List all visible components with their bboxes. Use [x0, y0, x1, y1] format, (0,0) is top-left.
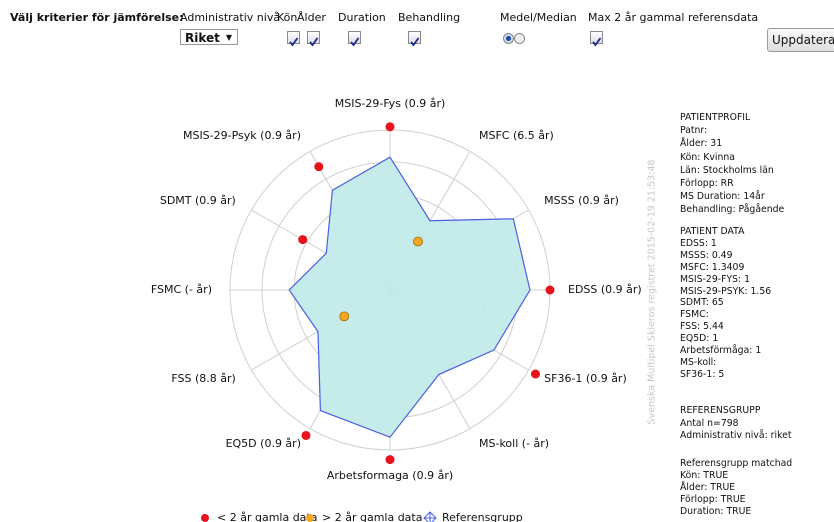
panel-line: Administrativ nivå: riket: [680, 430, 792, 441]
check: [309, 37, 319, 47]
panel-line: FSS: 5.44: [680, 321, 724, 333]
check: [350, 37, 360, 47]
axis-label: MSIS-29-Psyk (0.9 år): [183, 129, 301, 142]
filter-checkbox[interactable]: [348, 31, 361, 47]
data-point: [339, 311, 350, 322]
max-checkbox[interactable]: [590, 31, 603, 47]
filter-checkbox[interactable]: [287, 31, 300, 47]
check: [289, 37, 299, 47]
panel-line: SF36-1: 5: [680, 368, 725, 380]
panel-line: Ålder: 31: [680, 138, 723, 150]
check: [592, 37, 602, 47]
filter-label: Duration: [338, 11, 386, 24]
legend-label: > 2 år gamla data: [322, 511, 422, 522]
max-label: Max 2 år gammal referensdata: [588, 11, 759, 24]
axis-label: EDSS (0.9 år): [568, 283, 642, 296]
panel-line: Behandling: Pågående: [680, 204, 785, 216]
panel-line: Duration: TRUE: [680, 506, 752, 517]
data-point: [413, 236, 423, 247]
panel-line: MS Duration: 14år: [680, 191, 765, 203]
axis-label: Arbetsformaga (0.9 år): [327, 469, 453, 482]
panel-line: FSMC:: [680, 309, 709, 321]
check: [410, 37, 420, 47]
panel-line: SDMT: 65: [680, 297, 724, 309]
filter-checkbox[interactable]: [307, 31, 320, 47]
data-point: [314, 162, 324, 172]
panel-line: EDSS: 1: [680, 237, 717, 249]
prompt: Välj kriterier för jämförelse:: [10, 11, 184, 24]
panel-line: Kön: Kvinna: [680, 151, 735, 163]
panel-line: Referensgrupp matchad: [680, 458, 793, 469]
axis-label: EQ5D (0.9 år): [226, 437, 301, 450]
panel-line: EQ5D: 1: [680, 333, 719, 345]
panel-line: Patnr:: [680, 125, 708, 137]
filter-label: Ålder: [297, 11, 326, 24]
data-point: [530, 369, 540, 379]
panel-line: Förlopp: RR: [680, 178, 734, 189]
select-arrow: ▼: [225, 33, 232, 42]
axis-label: MSFC (6.5 år): [479, 129, 554, 142]
panel-line: MSIS-29-PSYK: 1.56: [680, 285, 772, 297]
radar-chart: MSIS-29-Fys (0.9 år) MSFC (6.5 år) MSSS (0…: [151, 97, 658, 522]
panel-line: Arbetsförmåga: 1: [680, 345, 762, 356]
axis-label: SDMT (0.9 år): [160, 194, 236, 207]
filter-label: Behandling: [398, 11, 461, 24]
panel-line: PATIENTPROFIL: [680, 112, 751, 123]
panel-line: MSFC: 1.3409: [680, 261, 745, 273]
radio[interactable]: [503, 33, 514, 44]
admin-value: Riket: [185, 31, 220, 45]
axis-label: MS-koll (- år): [479, 437, 549, 450]
panel-line: Ålder: TRUE: [680, 482, 736, 493]
panel-line: MSIS-29-FYS: 1: [680, 273, 751, 285]
data-point: [385, 455, 395, 465]
radio[interactable]: [514, 33, 525, 44]
update-button[interactable]: Uppdatera: [767, 28, 834, 52]
panel-line: MS-koll:: [680, 356, 717, 368]
axis-label: FSMC (- år): [151, 283, 212, 296]
axis-label: SF36-1 (0.9 år): [544, 372, 627, 385]
panel-line: Antal n=798: [680, 417, 739, 429]
legend-symbol: [423, 511, 437, 522]
data-point: [545, 285, 555, 295]
panel-line: REFERENSGRUPP: [680, 405, 761, 416]
mean-label: Medel/Median: [500, 11, 577, 24]
panel-line: Förlopp: TRUE: [680, 494, 746, 505]
admin-select[interactable]: Riket ▼: [180, 29, 238, 45]
panel-line: Län: Stockholms län: [680, 164, 774, 176]
reference-area: [288, 156, 531, 438]
panel-line: MSSS: 0.49: [680, 249, 733, 261]
filter-checkbox[interactable]: [408, 31, 421, 47]
data-point: [301, 430, 311, 440]
panel-line: Kön: TRUE: [680, 470, 729, 481]
data-point: [298, 235, 308, 245]
legend-label: < 2 år gamla data: [217, 511, 317, 522]
axis-label: MSSS (0.9 år): [544, 194, 619, 207]
panel-line: PATIENT DATA: [680, 226, 745, 237]
axis-label: MSIS-29-Fys (0.9 år): [335, 97, 446, 110]
filter-label: Kön: [277, 11, 298, 24]
data-point: [385, 122, 395, 132]
admin-label: Administrativ nivå: [180, 11, 281, 24]
legend-symbol: [201, 514, 209, 522]
axis-label: FSS (8.8 år): [171, 372, 235, 385]
watermark: Svenska Multipel Skleros registret 2015-…: [647, 160, 658, 425]
legend-symbol: [306, 514, 314, 522]
legend-label: Referensgrupp: [442, 511, 523, 522]
